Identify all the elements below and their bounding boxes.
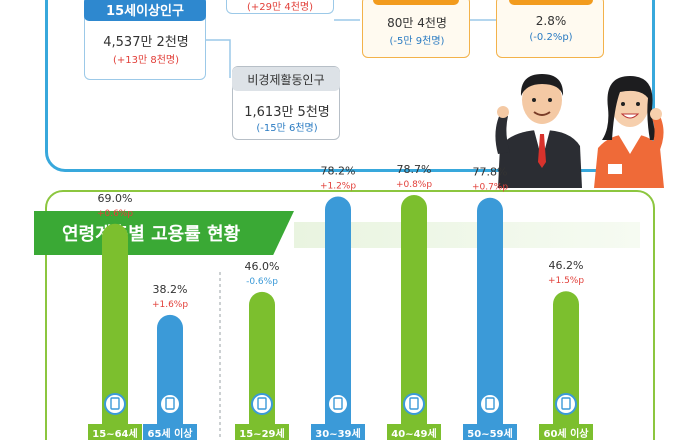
- change-label: +0.7%p: [472, 183, 508, 193]
- bar-50~59세: [477, 197, 503, 440]
- category-label: 50~59세: [467, 427, 512, 440]
- category-label: 40~49세: [391, 427, 436, 440]
- change-label: +0.8%p: [396, 180, 432, 190]
- doc-icon-glyph: [485, 397, 495, 410]
- economically-active-card-edge: [226, 0, 334, 14]
- bar-15~29세: [249, 291, 275, 440]
- population-15plus-change: (+13만 8천명): [112, 55, 180, 66]
- doc-icon-glyph: [409, 397, 419, 410]
- section-banner-tail: [294, 222, 640, 248]
- bar-65세 이상: [157, 314, 183, 440]
- category-label: 30~39세: [315, 427, 360, 440]
- person-doc-icon: [327, 393, 349, 415]
- population-15plus-label: 15세이상인구: [84, 0, 206, 21]
- unemployment-rate-label-bar: [509, 0, 593, 5]
- category-plate: [143, 424, 197, 440]
- unemployed-label-bar: [373, 0, 459, 5]
- person-doc-icon: [159, 393, 181, 415]
- category-plate: [88, 424, 142, 440]
- non-active-population-value: 1,613만 5천명: [244, 105, 330, 120]
- non-active-population-label: 비경제활동인구: [232, 67, 340, 91]
- change-label: +1.6%p: [152, 300, 188, 310]
- person-doc-icon: [555, 393, 577, 415]
- value-label: 77.8%: [473, 166, 508, 179]
- unemployment-rate-change: (-0.2%p): [529, 32, 573, 43]
- value-label: 78.2%: [321, 165, 356, 178]
- bar-30~39세: [325, 196, 351, 440]
- doc-icon-glyph: [110, 397, 120, 410]
- population-15plus-value: 4,537만 2천명: [103, 35, 189, 50]
- value-label: 78.7%: [397, 163, 432, 176]
- doc-icon-glyph: [257, 397, 267, 410]
- value-label: 46.0%: [245, 260, 280, 273]
- value-label: 38.2%: [153, 283, 188, 296]
- category-label: 15~29세: [239, 427, 284, 440]
- unemployment-rate-value: 2.8%: [535, 14, 567, 28]
- category-plate: [539, 424, 593, 440]
- change-label: -0.6%p: [246, 277, 278, 287]
- change-label: +0.6%p: [97, 209, 133, 219]
- population-15plus-card: 15세이상인구 4,537만 2천명 (+13만 8천명): [84, 0, 206, 80]
- person-doc-icon: [104, 393, 126, 415]
- unemployed-card: 80만 4천명 (-5만 9천명): [362, 0, 470, 58]
- business-people-illustration: [495, 74, 664, 188]
- doc-icon-glyph: [333, 397, 343, 410]
- bar-15~64세: [102, 223, 128, 440]
- category-plate: [311, 424, 365, 440]
- non-active-population-change: (-15만 6천명): [256, 123, 318, 134]
- doc-icon-glyph: [561, 397, 571, 410]
- change-label: +1.5%p: [548, 276, 584, 286]
- flow-connectors: [206, 19, 496, 78]
- value-label: 46.2%: [549, 259, 584, 272]
- category-label: 60세 이상: [544, 427, 590, 440]
- bar-40~49세: [401, 195, 427, 440]
- person-doc-icon: [403, 393, 425, 415]
- category-plate: [235, 424, 289, 440]
- woman-figure: [594, 76, 664, 188]
- unemployed-change: (-5만 9천명): [389, 36, 445, 47]
- value-label: 69.0%: [98, 192, 133, 205]
- economically-active-change: (+29만 4천명): [246, 2, 314, 13]
- category-plate: [387, 424, 441, 440]
- unemployed-value: 80만 4천명: [387, 16, 447, 30]
- non-active-population-card: 비경제활동인구 1,613만 5천명 (-15만 6천명): [232, 66, 340, 140]
- person-doc-icon: [479, 393, 501, 415]
- bar-60세 이상: [553, 291, 579, 440]
- doc-icon-glyph: [165, 397, 175, 410]
- unemployment-rate-card: 2.8% (-0.2%p): [496, 0, 604, 58]
- man-figure: [495, 74, 582, 188]
- person-doc-icon: [251, 393, 273, 415]
- change-label: +1.2%p: [320, 182, 356, 192]
- category-label: 65세 이상: [148, 427, 194, 440]
- category-plate: [463, 424, 517, 440]
- category-label: 15~64세: [92, 427, 137, 440]
